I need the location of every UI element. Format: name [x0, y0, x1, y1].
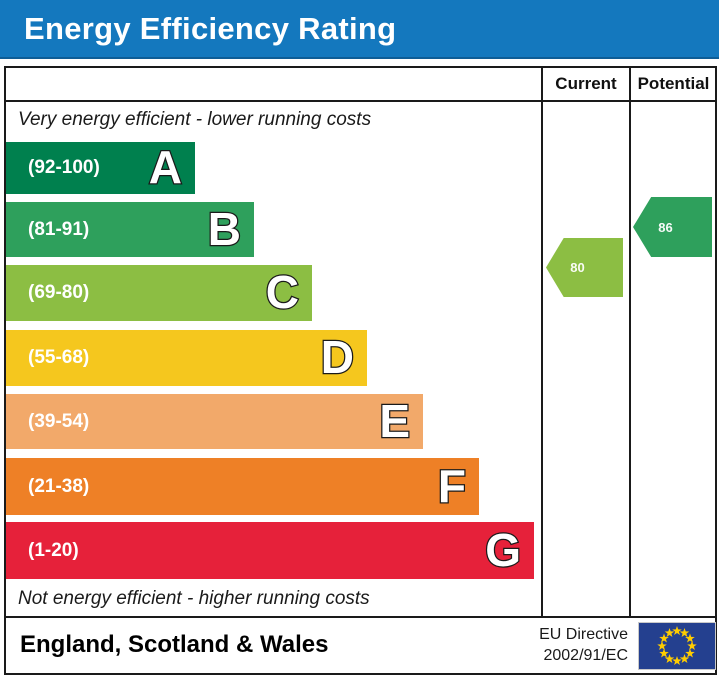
band-row-d: (55-68) D	[6, 330, 367, 386]
band-letter: C	[265, 266, 301, 319]
column-header-current: Current	[555, 74, 617, 93]
band-letter: F	[437, 459, 468, 512]
band-letter: G	[484, 523, 522, 576]
current-rating-arrow: 80	[546, 238, 623, 297]
note-not-efficient: Not energy efficient - higher running co…	[18, 588, 370, 609]
band-range: (21-38)	[28, 475, 90, 497]
eu-directive-line1: EU Directive	[539, 626, 628, 643]
column-divider-current	[541, 66, 543, 618]
band-row-c: (69-80) C	[6, 265, 312, 321]
band-range: (55-68)	[28, 347, 90, 368]
title-bar: Energy Efficiency Rating	[0, 0, 719, 59]
band-letter: D	[320, 331, 356, 384]
eu-directive-label: EU Directive 2002/91/EC	[470, 624, 628, 666]
footer	[4, 616, 717, 675]
band-row-b: (81-91) B	[6, 202, 254, 257]
band-range: (1-20)	[28, 539, 79, 561]
band-letter: B	[207, 202, 243, 255]
band-range: (39-54)	[28, 410, 90, 432]
header-divider	[4, 100, 717, 102]
band-range: (92-100)	[28, 157, 100, 178]
band-row-g: (1-20) G	[6, 522, 534, 579]
band-letter: A	[148, 141, 184, 194]
potential-rating-value: 86	[658, 219, 673, 235]
note-very-efficient: Very energy efficient - lower running co…	[18, 109, 372, 130]
band-row-e: (39-54) E	[6, 394, 423, 449]
eu-directive-line2: 2002/91/EC	[543, 647, 628, 664]
page-title: Energy Efficiency Rating	[24, 10, 397, 46]
band-range: (69-80)	[28, 282, 90, 303]
current-rating-value: 80	[570, 260, 585, 275]
band-row-f: (21-38) F	[6, 458, 479, 515]
eu-flag-icon	[638, 622, 716, 670]
potential-rating-arrow: 86	[633, 197, 712, 257]
region-label: England, Scotland & Wales	[20, 631, 329, 658]
band-row-a: (92-100) A	[6, 142, 195, 194]
column-header-potential: Potential	[637, 74, 710, 93]
column-divider-potential	[629, 66, 631, 618]
band-letter: E	[378, 394, 411, 447]
band-range: (81-91)	[28, 218, 90, 240]
